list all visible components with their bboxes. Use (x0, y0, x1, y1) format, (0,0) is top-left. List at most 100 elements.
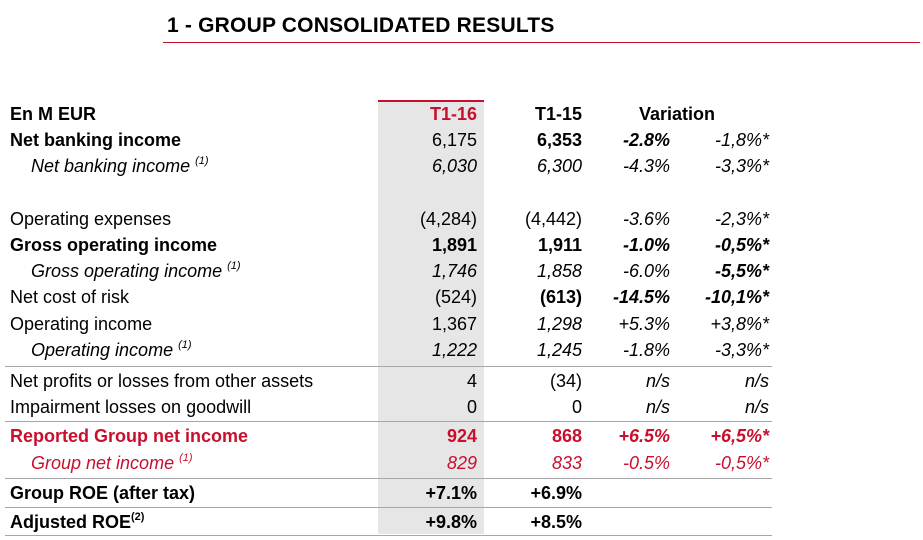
row-label-text: Operating income (31, 340, 174, 360)
cell-variation: -1.8% (622, 340, 670, 360)
cell-variation: -2.8% (622, 130, 670, 150)
cell-t1-16: +7.1% (425, 483, 477, 503)
cell-variation-constant: -0,5%* (714, 453, 769, 473)
cell-t1-15: 1,298 (536, 314, 582, 334)
cell-t1-15: 868 (551, 426, 582, 446)
cell-variation: -1.0% (622, 235, 670, 255)
cell-t1-15: 6,300 (536, 156, 582, 176)
row-label: Net banking income (10, 130, 182, 150)
cell-t1-16: 4 (466, 371, 477, 391)
cell-t1-16: 6,175 (431, 130, 477, 150)
cell-variation: -14.5% (612, 287, 670, 307)
cell-t1-15: (34) (549, 371, 582, 391)
table-row: Group net income (1) 829 833 -0.5% -0,5%… (0, 450, 923, 476)
table-row: Operating expenses (4,284) (4,442) -3.6%… (0, 206, 923, 232)
row-label-text: Group net income (31, 453, 175, 473)
table-row: Group ROE (after tax) +7.1% +6.9% (0, 480, 923, 506)
row-label: Impairment losses on goodwill (10, 397, 252, 417)
table-row: Gross operating income 1,891 1,911 -1.0%… (0, 232, 923, 258)
cell-variation-constant: +6,5%* (710, 426, 769, 446)
cell-t1-15: 0 (571, 397, 582, 417)
cell-variation-constant: -1,8%* (714, 130, 769, 150)
footnote-marker: (1) (227, 260, 241, 272)
header-t1-16: T1-16 (429, 104, 477, 124)
row-label: Gross operating income (10, 235, 218, 255)
cell-variation-constant: -2,3%* (714, 209, 769, 229)
row-label: Group ROE (after tax) (10, 483, 196, 503)
cell-t1-16: 6,030 (431, 156, 477, 176)
cell-variation-constant: +3,8%* (710, 314, 769, 334)
cell-variation: -4.3% (622, 156, 670, 176)
header-variation: Variation (639, 104, 716, 124)
table-bottom-rule (5, 535, 772, 536)
cell-t1-16: (524) (434, 287, 477, 307)
header-unit-label: En M EUR (10, 104, 97, 124)
row-label: Net profits or losses from other assets (10, 371, 314, 391)
table-row: Net profits or losses from other assets … (0, 368, 923, 394)
table-row: Adjusted ROE(2) +9.8% +8.5% (0, 509, 923, 535)
section-divider (5, 366, 772, 367)
row-label: Adjusted ROE(2) (10, 509, 144, 535)
cell-t1-15: 1,858 (536, 261, 582, 281)
cell-t1-15: 833 (551, 453, 582, 473)
row-label: Net cost of risk (10, 287, 130, 307)
table-row: Net banking income (1) 6,030 6,300 -4.3%… (0, 153, 923, 179)
cell-t1-15: (613) (539, 287, 582, 307)
cell-variation: +5.3% (618, 314, 670, 334)
cell-variation: -0.5% (622, 453, 670, 473)
cell-variation: n/s (645, 371, 670, 391)
cell-t1-16: 0 (466, 397, 477, 417)
section-divider (5, 507, 772, 508)
cell-variation: -6.0% (622, 261, 670, 281)
cell-t1-15: 1,245 (536, 340, 582, 360)
cell-t1-15: 1,911 (537, 235, 582, 255)
section-divider (5, 421, 772, 422)
cell-variation: -3.6% (622, 209, 670, 229)
cell-t1-15: 6,353 (536, 130, 582, 150)
cell-variation-constant: -3,3%* (714, 340, 769, 360)
row-label: Gross operating income (1) (31, 258, 241, 284)
cell-variation-constant: -10,1%* (704, 287, 769, 307)
page-title: 1 - GROUP CONSOLIDATED RESULTS (167, 14, 555, 37)
row-label: Reported Group net income (10, 426, 249, 446)
row-label: Operating expenses (10, 209, 172, 229)
cell-t1-16: +9.8% (425, 512, 477, 532)
table-row: Gross operating income (1) 1,746 1,858 -… (0, 258, 923, 284)
cell-t1-16: 924 (446, 426, 477, 446)
cell-variation: +6.5% (618, 426, 670, 446)
cell-t1-16: 1,367 (431, 314, 477, 334)
cell-t1-16: 1,746 (431, 261, 477, 281)
current-period-column-top-rule (378, 100, 484, 102)
cell-t1-16: 829 (446, 453, 477, 473)
row-label-text: Net banking income (31, 156, 191, 176)
cell-variation-constant: n/s (744, 371, 769, 391)
current-period-column-shade (378, 102, 484, 534)
cell-t1-15: +6.9% (530, 483, 582, 503)
section-divider (5, 478, 772, 479)
cell-t1-15: (4,442) (524, 209, 582, 229)
row-label: Group net income (1) (31, 450, 193, 476)
cell-variation-constant: -3,3%* (714, 156, 769, 176)
cell-t1-16: 1,891 (431, 235, 477, 255)
row-label: Operating income (10, 314, 153, 334)
table-row: Reported Group net income 924 868 +6.5% … (0, 423, 923, 449)
cell-t1-16: 1,222 (431, 340, 477, 360)
row-label: Net banking income (1) (31, 153, 209, 179)
table-row: Net cost of risk (524) (613) -14.5% -10,… (0, 284, 923, 310)
footnote-marker: (2) (131, 511, 145, 523)
cell-variation: n/s (645, 397, 670, 417)
row-label-text: Adjusted ROE (10, 512, 132, 532)
table-header: En M EUR T1-16 T1-15 Variation (0, 101, 923, 127)
table-row: Net banking income 6,175 6,353 -2.8% -1,… (0, 127, 923, 153)
cell-variation-constant: -5,5%* (714, 261, 769, 281)
header-t1-15: T1-15 (534, 104, 582, 124)
cell-t1-15: +8.5% (530, 512, 582, 532)
title-underline (163, 42, 920, 43)
cell-variation-constant: -0,5%* (714, 235, 769, 255)
cell-variation-constant: n/s (744, 397, 769, 417)
table-row: Impairment losses on goodwill 0 0 n/s n/… (0, 394, 923, 420)
cell-t1-16: (4,284) (419, 209, 477, 229)
footnote-marker: (1) (178, 339, 192, 351)
row-label-text: Gross operating income (31, 261, 223, 281)
table-row: Operating income 1,367 1,298 +5.3% +3,8%… (0, 311, 923, 337)
